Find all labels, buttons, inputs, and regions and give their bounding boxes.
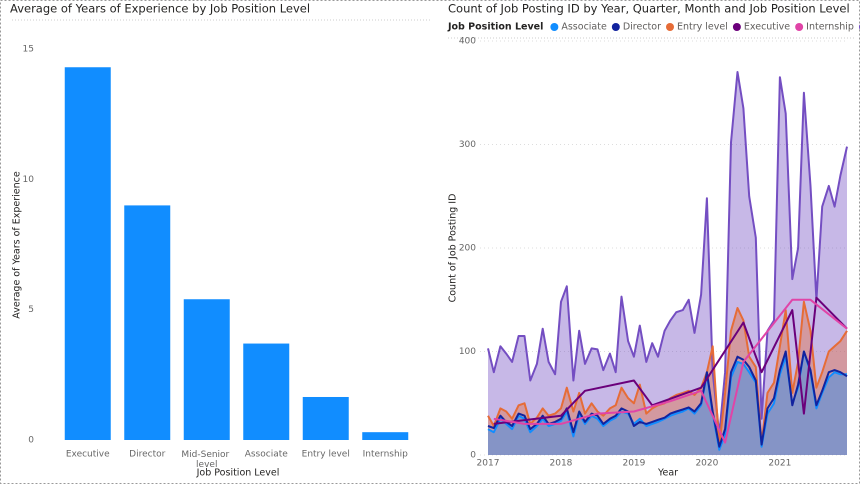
y-tick-label: 300 (459, 140, 476, 150)
legend-marker (611, 23, 620, 31)
legend-title: Job Position Level (447, 22, 543, 33)
y-axis-title: Average of Years of Experience (12, 171, 23, 319)
bar (243, 343, 290, 440)
y-axis-title: Count of Job Posting ID (448, 194, 459, 303)
bar (183, 299, 230, 440)
legend-label: Executive (744, 22, 790, 33)
line (493, 296, 848, 425)
x-tick-label: Mid-Senior level (181, 450, 232, 470)
y-tick-label: 0 (470, 451, 476, 461)
y-tick-label: 200 (459, 244, 476, 254)
y-tick-label: 15 (23, 45, 34, 55)
legend-marker (666, 23, 674, 31)
legend-marker (795, 23, 804, 31)
legend-label: Entry level (677, 22, 728, 33)
x-tick-label: 2017 (477, 459, 500, 469)
x-tick-label: Internship (363, 450, 409, 460)
x-axis-title: Job Position Level (196, 468, 280, 479)
x-tick-label: 2018 (550, 459, 573, 469)
x-tick-label: Executive (66, 450, 110, 460)
chart-title: Average of Years of Experience by Job Po… (10, 2, 310, 16)
area (488, 351, 847, 455)
line (487, 350, 848, 448)
y-tick-label: 100 (459, 347, 476, 357)
legend-marker (732, 23, 741, 31)
line (487, 71, 848, 436)
x-axis-title: Year (657, 468, 678, 479)
x-tick-label: 2021 (768, 459, 791, 469)
y-tick-label: 5 (28, 305, 34, 315)
legend-marker (550, 23, 559, 31)
y-tick-label: 10 (23, 175, 35, 185)
x-tick-label: Director (129, 450, 165, 460)
bar (124, 205, 171, 440)
bar (302, 396, 349, 440)
chart-title: Count of Job Posting ID by Year, Quarter… (448, 2, 850, 16)
x-tick-label: 2019 (622, 459, 645, 469)
bar (64, 67, 111, 440)
x-tick-label: 2020 (695, 459, 718, 469)
line (493, 298, 848, 444)
legend-label: Director (623, 22, 661, 33)
legend-label: Internship (806, 22, 854, 33)
x-tick-label: Associate (245, 450, 289, 460)
legend-label: Associate (561, 22, 607, 33)
y-tick-label: 400 (459, 37, 476, 47)
bar (362, 432, 409, 440)
y-tick-label: 0 (28, 436, 34, 446)
x-tick-label: Entry level (302, 450, 350, 460)
